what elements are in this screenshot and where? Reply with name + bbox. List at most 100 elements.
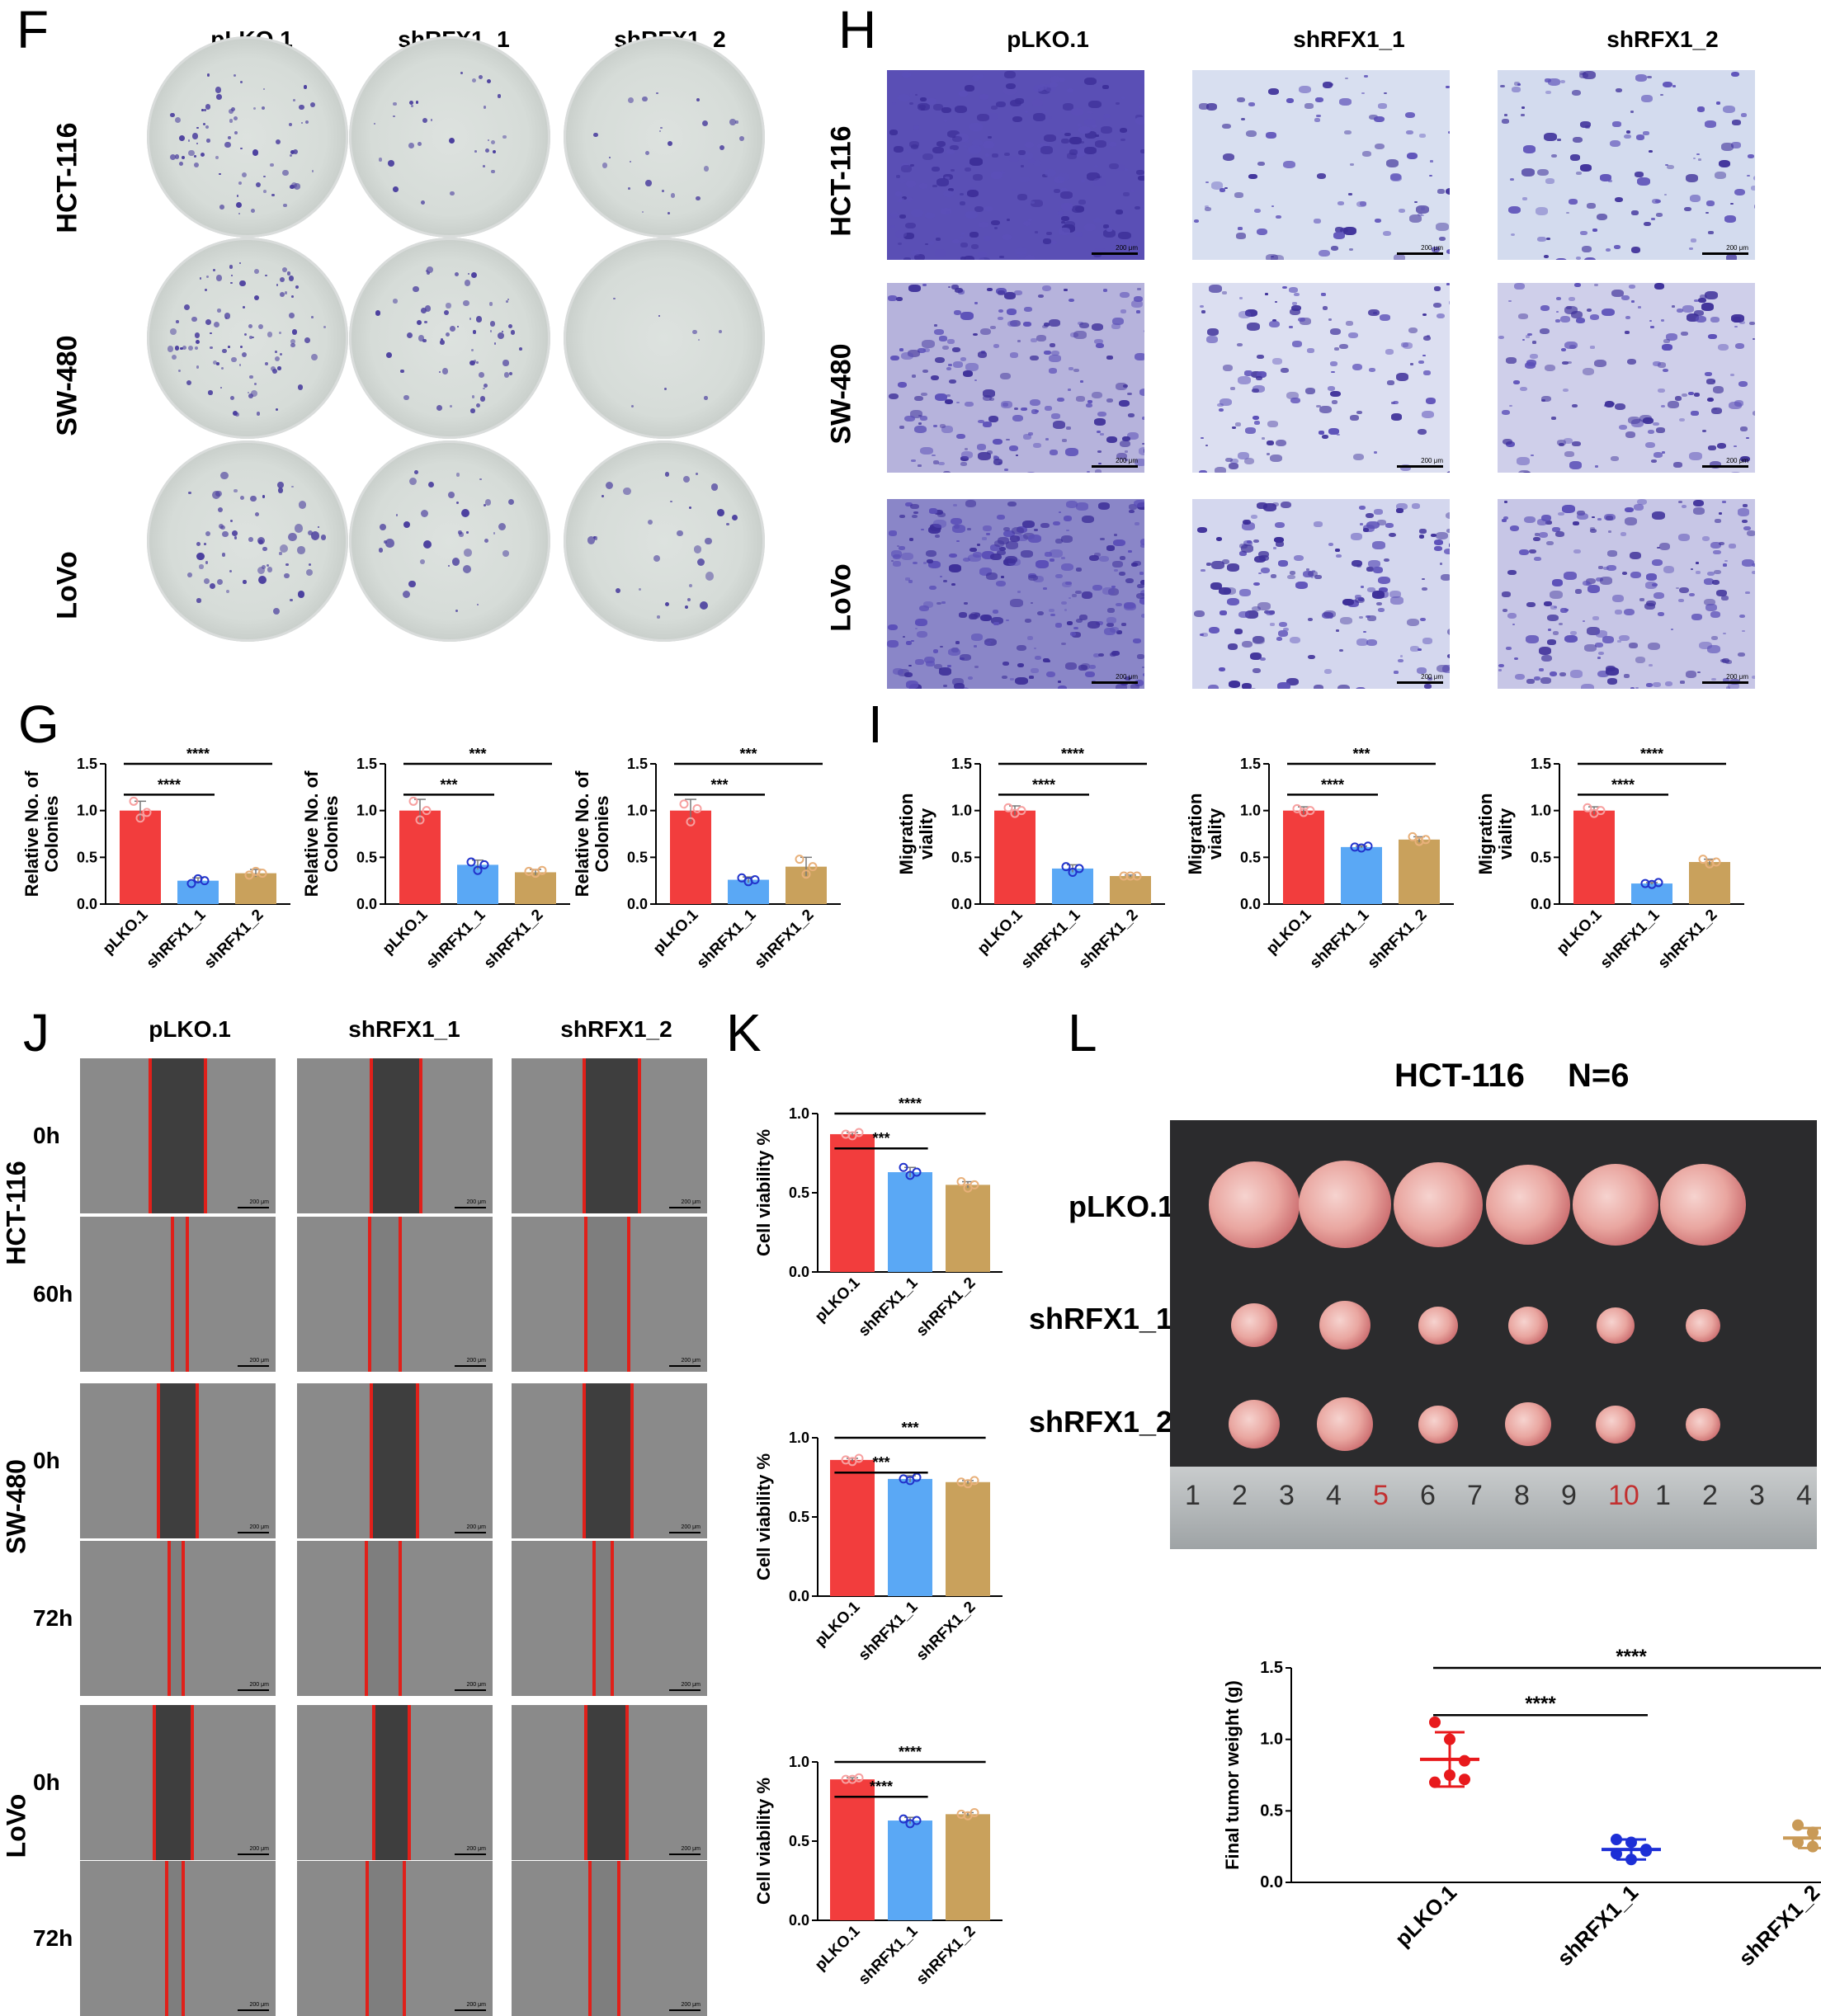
j-time-label: 60h [33, 1281, 73, 1307]
y-tick-label: 0.0 [627, 896, 648, 912]
data-point [854, 1128, 864, 1138]
tumor [1597, 1307, 1635, 1344]
wound-edge-line [638, 1058, 641, 1213]
wound-image: 200 μm [80, 1058, 276, 1213]
data-point [969, 1180, 979, 1189]
scale-label: 200 μm [249, 1682, 270, 1688]
category-label: shRFX1_2 [1365, 907, 1431, 973]
category-label: shRFX1_1 [856, 1598, 922, 1664]
scale-bar [1092, 681, 1138, 684]
scale-label: 200 μm [681, 1846, 701, 1852]
bar [235, 873, 276, 904]
bar [399, 810, 441, 904]
scale-label: 200 μm [466, 1358, 487, 1364]
bar [1631, 883, 1672, 904]
tumor-photo: 1 2 3 4 5 6 7 8 9 10 1 2 3 4 [1170, 1120, 1817, 1549]
scale-bar [238, 1532, 269, 1533]
tumor [1319, 1301, 1370, 1349]
wound-edge-line [627, 1217, 630, 1372]
j-time-label: 0h [33, 1769, 60, 1795]
ruler-number: 1 [1655, 1480, 1671, 1511]
scale-label: 200 μm [1116, 457, 1138, 464]
bar [120, 810, 161, 904]
y-axis-label: viality [1495, 808, 1516, 860]
y-axis-label: Migration [896, 794, 917, 875]
category-label: pLKO.1 [812, 1922, 864, 1974]
y-tick-label: 1.5 [356, 756, 377, 772]
y-axis-label: Colonies [592, 796, 612, 873]
scale-label: 200 μm [1116, 244, 1138, 252]
y-tick-label: 1.0 [77, 803, 97, 819]
ruler-number: 2 [1702, 1480, 1718, 1511]
bar [1052, 868, 1093, 904]
data-point [692, 803, 702, 813]
data-point [1003, 803, 1013, 813]
wound-edge-line [153, 1705, 156, 1860]
scale-bar [238, 1689, 269, 1691]
data-point [537, 865, 547, 875]
category-label: shRFX1_2 [1076, 907, 1142, 973]
wound-edge-line [171, 1217, 174, 1372]
colony-plate [564, 238, 765, 439]
data-point [737, 873, 747, 883]
category-label: shRFX1_2 [752, 907, 818, 973]
scale-bar [1702, 681, 1748, 684]
data-point [200, 876, 210, 886]
wound-edge-line [165, 1861, 168, 2016]
data-point [1698, 855, 1708, 864]
ruler-number: 2 [1232, 1480, 1248, 1511]
category-label: shRFX1_2 [481, 907, 547, 973]
ruler-number: 9 [1561, 1480, 1577, 1511]
tumor [1660, 1164, 1746, 1246]
wound-image: 200 μm [297, 1861, 493, 2016]
tumor [1394, 1162, 1483, 1247]
wound-edge-line [617, 1861, 620, 2016]
category-label: pLKO.1 [974, 906, 1026, 958]
y-axis-label: Cell viability % [753, 1129, 774, 1256]
scale-bar [238, 2009, 269, 2011]
data-point [795, 855, 804, 864]
wound-edge-line [584, 1705, 587, 1860]
wound-image: 200 μm [80, 1705, 276, 1860]
y-tick-label: 0.0 [1240, 896, 1261, 912]
scale-bar [455, 1532, 486, 1533]
data-point [801, 869, 811, 879]
category-label: shRFX1_1 [1552, 1880, 1643, 1971]
bar [670, 810, 711, 904]
y-axis-label: Colonies [321, 796, 342, 873]
wound-edge-line [365, 1541, 368, 1696]
significance-label: *** [1352, 746, 1370, 762]
panel-letter-g: G [18, 695, 59, 754]
significance-label: **** [1525, 1693, 1556, 1715]
bar [888, 1821, 932, 1920]
wound-image: 200 μm [80, 1861, 276, 2016]
scale-label: 200 μm [1421, 457, 1443, 464]
scale-bar [669, 2009, 701, 2011]
significance-label: **** [1616, 1646, 1647, 1668]
l-n: N=6 [1568, 1057, 1630, 1094]
wound-edge-line [416, 1383, 419, 1538]
scale-label: 200 μm [1421, 244, 1443, 252]
category-label: shRFX1_1 [1597, 906, 1663, 972]
y-axis-label: Relative No. of [572, 770, 592, 897]
wound-edge-line [399, 1541, 402, 1696]
significance-label: **** [1061, 746, 1084, 762]
significance-label: **** [186, 746, 210, 762]
y-tick-label: 0.0 [1260, 1873, 1283, 1891]
data-point [1654, 878, 1663, 888]
l-row-sh1: shRFX1_1 [1029, 1302, 1173, 1335]
colony-plate [349, 238, 550, 439]
scale-bar [1092, 465, 1138, 468]
ruler-number: 4 [1326, 1480, 1342, 1511]
data-point [422, 806, 432, 816]
ruler-number: 5 [1373, 1480, 1389, 1511]
l-row-plko: pLKO.1 [1069, 1189, 1175, 1223]
y-axis-label: Cell viability % [753, 1453, 774, 1580]
wound-edge-line [167, 1541, 171, 1696]
scale-label: 200 μm [466, 2002, 487, 2008]
y-tick-label: 0.5 [789, 1185, 809, 1201]
scale-bar [238, 1853, 269, 1855]
y-tick-label: 0.5 [77, 849, 97, 865]
significance-label: *** [440, 776, 457, 793]
y-tick-label: 0.5 [1260, 1802, 1283, 1820]
